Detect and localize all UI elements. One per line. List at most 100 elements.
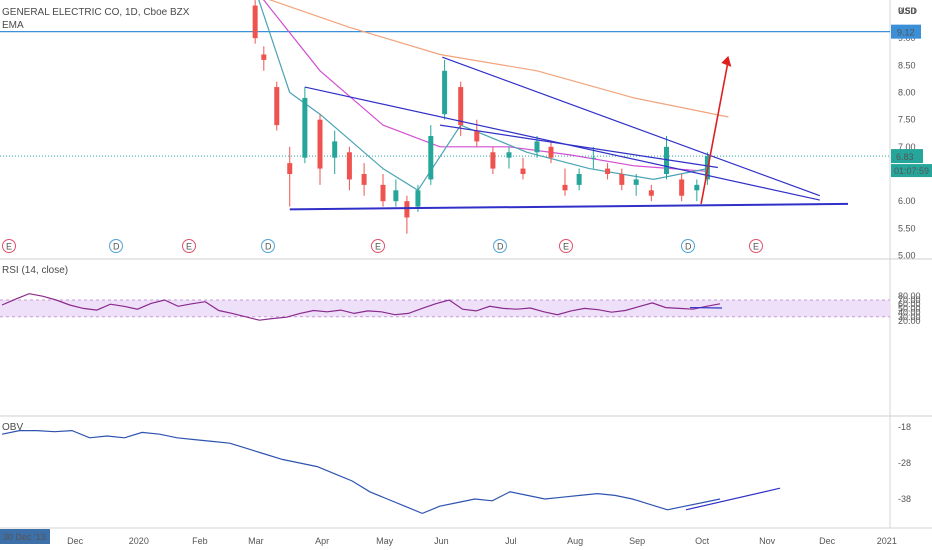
obv-line <box>1 429 721 515</box>
rsi-line <box>1 293 721 321</box>
time-cursor-label: 30 Dec '13 <box>3 532 46 542</box>
candle-body <box>590 157 596 159</box>
candle-body <box>474 130 480 142</box>
candle-body <box>548 146 554 158</box>
ema-label: EMA <box>2 20 24 31</box>
earnings-marker[interactable] <box>749 239 763 253</box>
candle-body <box>490 152 496 169</box>
level-badge <box>891 24 921 39</box>
candle-body <box>576 174 582 185</box>
time-axis-label: 2021 <box>877 536 897 546</box>
rsi-tick-label: 70.00 <box>898 295 921 305</box>
marker-label: E <box>375 242 381 252</box>
last-price-label: 6.83 <box>896 152 914 162</box>
obv-tick-label: -28 <box>898 458 911 468</box>
price-tick-label: 7.50 <box>898 115 916 125</box>
time-axis-label: Nov <box>759 536 776 546</box>
earnings-marker[interactable] <box>559 239 573 253</box>
ema-slow-line <box>268 0 729 118</box>
candle-body <box>361 174 367 185</box>
candle-body <box>534 141 540 153</box>
earnings-marker[interactable] <box>182 239 196 253</box>
marker-label: D <box>685 242 692 252</box>
mid-trendline <box>439 124 718 169</box>
obv-tick-label: -38 <box>898 494 911 504</box>
price-tick-label: 5.00 <box>898 251 916 261</box>
countdown-label: 01:07:59 <box>894 166 929 176</box>
candle-body <box>380 184 386 202</box>
projection-arrowhead <box>721 55 732 67</box>
candle-body <box>679 179 685 196</box>
projection-arrow-line <box>700 59 730 205</box>
earnings-marker[interactable] <box>371 239 385 253</box>
price-tick-label: 8.00 <box>898 88 916 98</box>
obv-trendline <box>685 487 781 511</box>
ema-fast-line <box>258 0 708 192</box>
time-axis-label: Sep <box>629 536 645 546</box>
candle-body <box>287 163 293 174</box>
upper-trendline-2 <box>442 56 821 197</box>
time-axis-label: May <box>376 536 394 546</box>
candle-body <box>458 87 464 126</box>
marker-label: E <box>563 242 569 252</box>
time-cursor-badge <box>0 529 50 544</box>
candle-body <box>619 174 625 185</box>
time-axis-label: Dec <box>819 536 836 546</box>
marker-label: E <box>186 242 192 252</box>
candle-body <box>694 184 700 191</box>
last-price-badge <box>891 149 923 164</box>
rsi-tick-label: 60.00 <box>898 299 921 309</box>
marker-label: E <box>753 242 759 252</box>
price-tick-label: 9.50 <box>898 6 916 16</box>
time-axis-label: Jun <box>434 536 449 546</box>
candle-body <box>252 5 258 39</box>
rsi-tick-label: 50.00 <box>898 303 921 313</box>
candle-body <box>261 54 267 60</box>
earnings-marker[interactable] <box>2 239 16 253</box>
marker-label: E <box>6 242 12 252</box>
candle-body <box>562 184 568 191</box>
candle-body <box>332 141 338 158</box>
price-tick-label: 8.50 <box>898 60 916 70</box>
time-axis-label: Aug <box>567 536 583 546</box>
time-axis-label: Mar <box>248 536 264 546</box>
level-label: 9.12 <box>897 28 915 38</box>
time-axis-label: Apr <box>315 536 329 546</box>
rsi-tick-label: 20.00 <box>898 316 921 326</box>
chart-title: GENERAL ELECTRIC CO, 1D, Cboe BZX <box>2 7 190 18</box>
dividend-marker[interactable] <box>261 239 275 253</box>
candle-body <box>428 135 434 180</box>
dividend-marker[interactable] <box>109 239 123 253</box>
price-tick-label: 5.50 <box>898 223 916 233</box>
candle-body <box>393 190 399 202</box>
rsi-title: RSI (14, close) <box>2 265 69 276</box>
currency-label: USD <box>898 6 918 16</box>
time-axis-label: Jul <box>505 536 517 546</box>
rsi-band <box>0 300 890 317</box>
marker-label: D <box>113 242 120 252</box>
price-tick-label: 6.00 <box>898 196 916 206</box>
candle-body <box>274 87 280 126</box>
time-axis-label: 2020 <box>129 536 149 546</box>
rsi-tick-label: 30.00 <box>898 312 921 322</box>
candle-body <box>415 190 421 207</box>
candle-body <box>506 152 512 158</box>
time-axis-label: Dec <box>67 536 84 546</box>
marker-label: D <box>265 242 272 252</box>
candle-body <box>442 70 448 115</box>
candle-body <box>317 119 323 169</box>
support-line <box>289 202 849 211</box>
time-axis-label: Oct <box>695 536 710 546</box>
candle-body <box>648 190 654 196</box>
marker-label: D <box>497 242 504 252</box>
rsi-tick-label: 40.00 <box>898 308 921 318</box>
ema-mid-line <box>262 0 708 172</box>
candle-body <box>302 97 308 158</box>
dividend-marker[interactable] <box>493 239 507 253</box>
candle-body <box>664 146 669 174</box>
dividend-marker[interactable] <box>681 239 695 253</box>
obv-title: OBV <box>2 422 24 433</box>
candle-body <box>633 179 639 185</box>
candle-body <box>346 152 352 180</box>
